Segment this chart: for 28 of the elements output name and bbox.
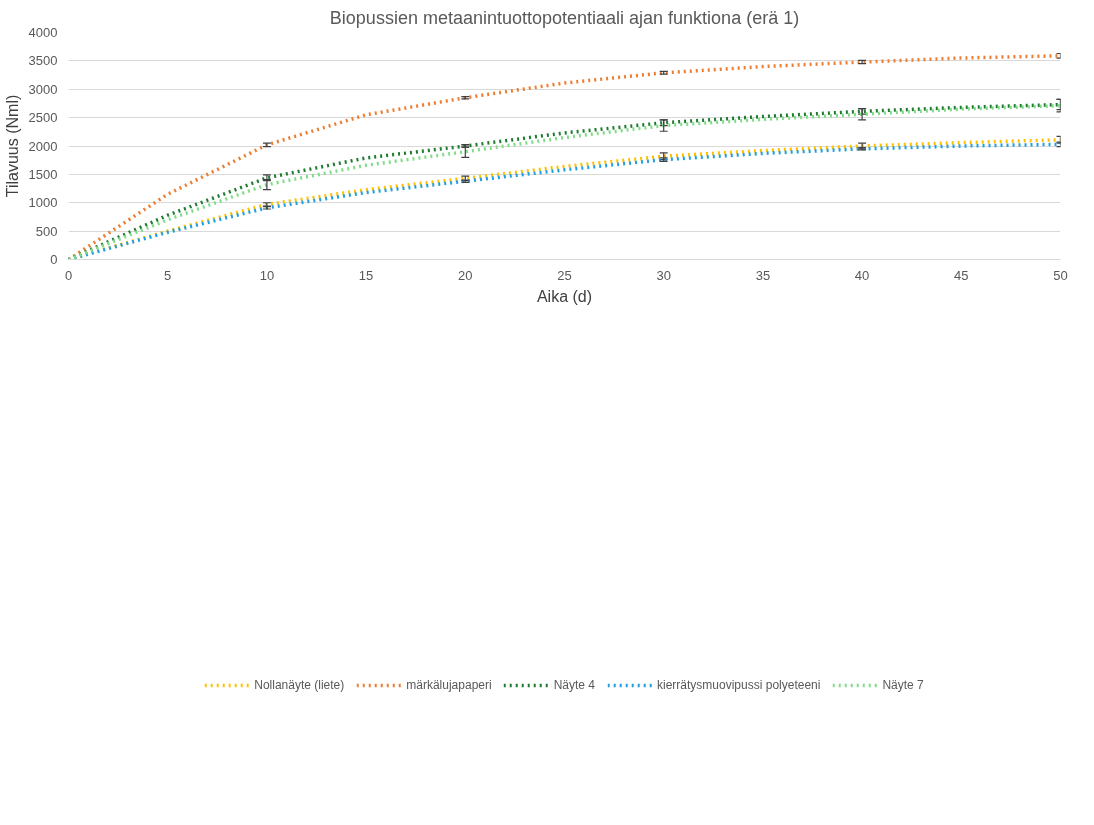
- legend-label: Nollanäyte (liete): [254, 677, 345, 692]
- x-tick-label: 30: [656, 267, 671, 283]
- x-tick-label: 25: [557, 267, 572, 283]
- y-tick-label: 500: [35, 223, 58, 239]
- y-tick-label: 2000: [28, 138, 58, 154]
- y-tick-label: 2500: [28, 110, 58, 126]
- chart-title: Biopussien metaanintuottopotentiaali ajan funktiona (erä 1): [329, 7, 800, 28]
- y-tick-label: 4000: [28, 25, 58, 40]
- y-tick-label: 3500: [28, 53, 58, 69]
- legend-label: kierrätysmuovipussi polyeteeni: [657, 677, 821, 692]
- y-axis-title: Tilavuus (Nml): [3, 94, 21, 198]
- legend-label: Näyte 4: [553, 677, 596, 692]
- y-tick-label: 0: [50, 252, 58, 267]
- legend-label: Näyte 7: [882, 677, 924, 692]
- x-tick-label: 20: [458, 267, 473, 283]
- x-axis-title: Aika (d): [536, 287, 593, 305]
- x-tick-label: 5: [164, 267, 172, 283]
- y-tick-label: 1500: [28, 166, 58, 182]
- x-tick-label: 50: [1053, 267, 1068, 283]
- y-tick-label: 3000: [28, 81, 58, 97]
- x-tick-label: 35: [755, 267, 771, 283]
- x-tick-label: 10: [259, 267, 275, 283]
- y-tick-label: 1000: [28, 195, 58, 211]
- x-tick-label: 45: [954, 267, 969, 283]
- legend-label: märkälujapaperi: [406, 677, 492, 692]
- x-tick-label: 40: [854, 267, 870, 283]
- x-tick-label: 15: [358, 267, 374, 283]
- x-tick-label: 0: [64, 267, 73, 283]
